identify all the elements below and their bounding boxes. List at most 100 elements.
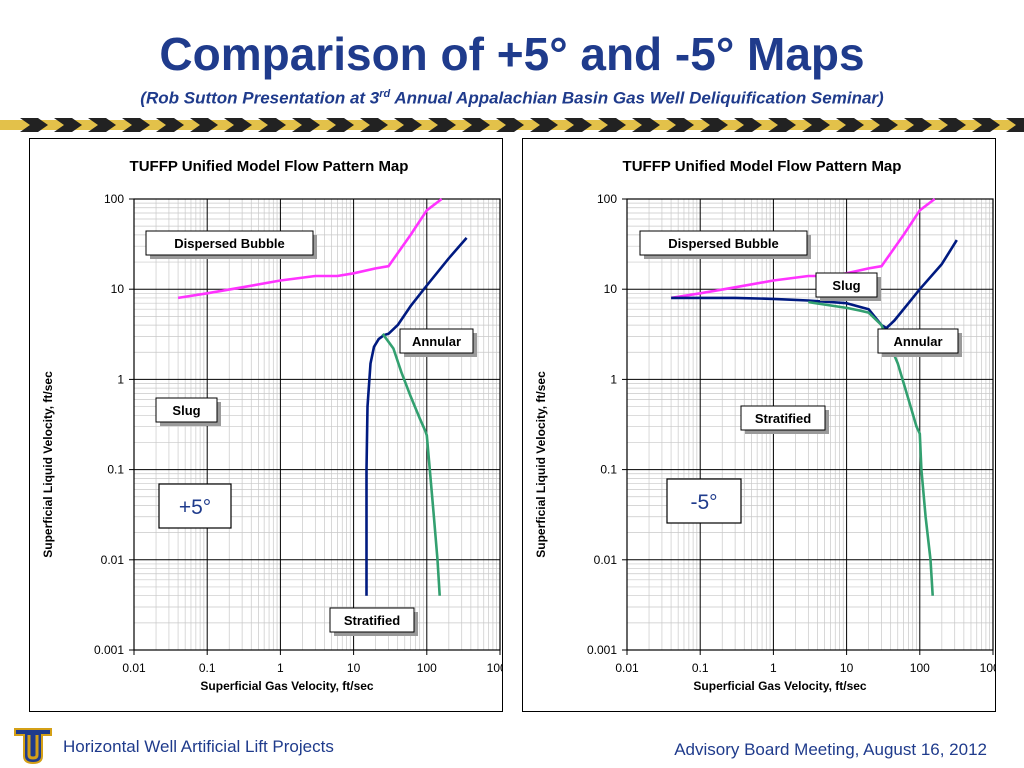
x-tick-label: 1000 bbox=[487, 661, 502, 675]
x-tick-label: 10 bbox=[347, 661, 361, 675]
region-label-text: Stratified bbox=[344, 613, 400, 628]
divider-chevron bbox=[394, 118, 422, 132]
region-label-annular: Annular bbox=[399, 328, 477, 357]
flow-pattern-chart-plus5: TUFFP Unified Model Flow Pattern Map 0.01… bbox=[41, 158, 502, 693]
x-axis-label: Superficial Gas Velocity, ft/sec bbox=[200, 679, 374, 693]
x-tick-label: 100 bbox=[417, 661, 437, 675]
subtitle-superscript: rd bbox=[379, 88, 391, 100]
inclination-label: -5° bbox=[690, 491, 717, 514]
y-tick-label: 1 bbox=[117, 372, 124, 386]
inclination-box bbox=[158, 483, 232, 529]
divider-chevron bbox=[972, 118, 1000, 132]
divider-chevron bbox=[836, 118, 864, 132]
divider-chevron bbox=[428, 118, 456, 132]
y-tick-label: 1 bbox=[610, 372, 617, 386]
region-label-box bbox=[329, 607, 415, 633]
y-tick-label: 0.001 bbox=[94, 643, 124, 657]
x-tick-label: 0.01 bbox=[615, 661, 639, 675]
x-tick-label: 1 bbox=[770, 661, 777, 675]
divider-chevron bbox=[258, 118, 286, 132]
region-label-slug: Slug bbox=[155, 397, 221, 426]
y-tick-label: 100 bbox=[104, 192, 124, 206]
divider-chevron bbox=[190, 118, 218, 132]
region-label-text: Stratified bbox=[755, 411, 811, 426]
university-logo-icon bbox=[14, 728, 52, 765]
series-line-1 bbox=[365, 237, 468, 596]
subtitle-post: Annual Appalachian Basin Gas Well Deliqu… bbox=[390, 88, 884, 108]
region-label-dispersed-bubble: Dispersed Bubble bbox=[639, 230, 811, 259]
region-label-annular: Annular bbox=[877, 328, 962, 357]
region-label-box bbox=[740, 405, 826, 431]
series-line-0 bbox=[177, 197, 443, 300]
divider-chevron bbox=[870, 118, 898, 132]
y-tick-label: 10 bbox=[111, 282, 125, 296]
divider-chevron bbox=[88, 118, 116, 132]
subtitle-pre: (Rob Sutton Presentation at 3 bbox=[140, 88, 380, 108]
region-label-slug: Slug bbox=[815, 272, 881, 301]
divider-chevron bbox=[292, 118, 320, 132]
divider-chevron bbox=[54, 118, 82, 132]
divider-chevron bbox=[666, 118, 694, 132]
region-label-box bbox=[815, 272, 878, 298]
plot-frame bbox=[626, 198, 994, 651]
x-tick-label: 10 bbox=[840, 661, 854, 675]
slide-subtitle: (Rob Sutton Presentation at 3rd Annual A… bbox=[0, 88, 1024, 109]
region-label-text: Dispersed Bubble bbox=[668, 236, 779, 251]
divider-chevron bbox=[802, 118, 830, 132]
x-axis-label: Superficial Gas Velocity, ft/sec bbox=[693, 679, 867, 693]
y-tick-label: 0.1 bbox=[107, 463, 124, 477]
region-label-dispersed-bubble: Dispersed Bubble bbox=[145, 230, 317, 259]
region-label-box bbox=[399, 328, 474, 354]
plot-frame bbox=[133, 198, 501, 651]
divider-chevron bbox=[224, 118, 252, 132]
divider-chevron bbox=[326, 118, 354, 132]
divider-chevron bbox=[700, 118, 728, 132]
x-tick-label: 0.01 bbox=[122, 661, 146, 675]
region-label-text: Dispersed Bubble bbox=[174, 236, 285, 251]
slide-title: Comparison of +5° and -5° Maps bbox=[159, 28, 865, 80]
chart-panel-plus5: TUFFP Unified Model Flow Pattern Map 0.01… bbox=[29, 138, 503, 712]
series-line-2 bbox=[808, 300, 934, 596]
decorative-chevron-divider bbox=[0, 118, 1024, 132]
divider-chevron bbox=[156, 118, 184, 132]
region-label-box bbox=[877, 328, 959, 354]
footer-meeting-date: Advisory Board Meeting, August 16, 2012 bbox=[674, 740, 987, 759]
region-label-stratified: Stratified bbox=[740, 405, 829, 434]
region-label-stratified: Stratified bbox=[329, 607, 418, 636]
region-label-text: Slug bbox=[172, 403, 200, 418]
chart-panel-minus5: TUFFP Unified Model Flow Pattern Map 0.01… bbox=[522, 138, 996, 712]
flow-pattern-chart-minus5: TUFFP Unified Model Flow Pattern Map 0.01… bbox=[534, 158, 995, 693]
divider-chevron bbox=[20, 118, 48, 132]
region-label-text: Slug bbox=[832, 278, 860, 293]
region-label-text: Annular bbox=[893, 334, 942, 349]
y-tick-label: 10 bbox=[604, 282, 618, 296]
divider-chevron bbox=[360, 118, 388, 132]
divider-chevron bbox=[938, 118, 966, 132]
y-axis-label: Superficial Liquid Velocity, ft/sec bbox=[534, 371, 548, 558]
y-tick-label: 0.01 bbox=[101, 553, 125, 567]
inclination-label: +5° bbox=[179, 496, 211, 519]
divider-chevron bbox=[598, 118, 626, 132]
region-label-box bbox=[145, 230, 314, 256]
divider-chevron bbox=[632, 118, 660, 132]
y-tick-label: 0.001 bbox=[587, 643, 617, 657]
x-tick-label: 100 bbox=[910, 661, 930, 675]
y-tick-label: 100 bbox=[597, 192, 617, 206]
x-tick-label: 1 bbox=[277, 661, 284, 675]
divider-chevron bbox=[462, 118, 490, 132]
series-line-2 bbox=[381, 333, 441, 596]
chart-title: TUFFP Unified Model Flow Pattern Map bbox=[130, 158, 409, 175]
chart-title: TUFFP Unified Model Flow Pattern Map bbox=[623, 158, 902, 175]
footer-project-title: Horizontal Well Artificial Lift Projects bbox=[63, 737, 334, 756]
y-tick-label: 0.01 bbox=[594, 553, 618, 567]
y-tick-label: 0.1 bbox=[600, 463, 617, 477]
divider-chevron bbox=[1006, 118, 1024, 132]
inclination-box bbox=[666, 478, 742, 524]
divider-chevron bbox=[768, 118, 796, 132]
divider-chevron bbox=[496, 118, 524, 132]
y-axis-label: Superficial Liquid Velocity, ft/sec bbox=[41, 371, 55, 558]
divider-chevron bbox=[122, 118, 150, 132]
x-tick-label: 0.1 bbox=[692, 661, 709, 675]
divider-chevron bbox=[734, 118, 762, 132]
region-label-box bbox=[639, 230, 808, 256]
